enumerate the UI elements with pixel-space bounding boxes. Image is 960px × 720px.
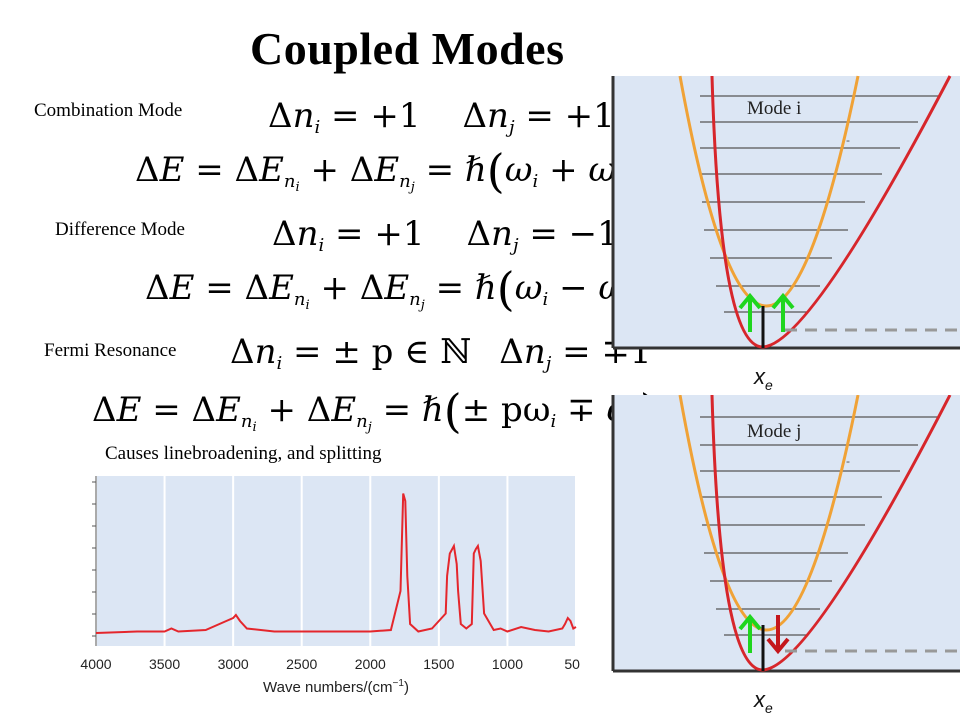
fermi-delta-n-equation: Δni = ± p ∈ ℕ Δnj = ∓1 (230, 332, 652, 374)
spectrum-x-tick-label-3500: 3500 (149, 656, 180, 672)
spectrum-x-tick-label-4000: 4000 (80, 656, 111, 672)
spectrum-x-axis-label: Wave numbers/(cm−1) (263, 678, 409, 696)
spectrum-plot-background (96, 476, 576, 646)
mode-j-down-arrow (766, 615, 790, 655)
ir-spectrum-chart: 4000 3500 3000 2500 2000 1500 1000 500 Wave num… (80, 476, 580, 696)
combination-energy-equation: ΔE = ΔEni + ΔEnj = ℏ(ωi + ωj) (135, 144, 640, 198)
mode-i-potential-panel: Mode i - xe (611, 75, 960, 390)
spectrum-series-line (95, 493, 577, 634)
page-title: Coupled Modes (250, 23, 565, 74)
fermi-resonance-label: Fermi Resonance (44, 340, 177, 361)
mode-i-energy-levels (700, 95, 940, 313)
difference-energy-equation: ΔE = ΔEni + ΔEnj = ℏ(ωi − ωj) (145, 262, 650, 316)
mode-i-tick-mark: - (846, 133, 850, 147)
spectrum-caption: Causes linebroadening, and splitting (105, 443, 382, 464)
mode-j-background (613, 395, 960, 671)
mode-i-orange-curve (678, 75, 860, 308)
difference-delta-n-equation: Δni = +1 Δnj = −1 (272, 214, 619, 256)
spectrum-x-tick-label-2500: 2500 (286, 656, 317, 672)
mode-i-xe-label: xe (753, 364, 773, 390)
mode-j-tick-mark: - (846, 454, 850, 468)
spectrum-x-tick-label-1500: 1500 (423, 656, 454, 672)
mode-j-up-arrow (738, 613, 762, 653)
spectrum-x-tick-label-3000: 3000 (218, 656, 249, 672)
difference-mode-label: Difference Mode (55, 219, 185, 240)
mode-j-label: Mode j (747, 421, 801, 442)
spectrum-x-tick-label-2000: 2000 (355, 656, 386, 672)
spectrum-y-ticks (92, 481, 96, 637)
mode-j-potential-panel: Mode j - xe (611, 395, 960, 715)
spectrum-x-tick-labels: 4000 3500 3000 2500 2000 1500 1000 500 (80, 656, 580, 672)
mode-j-xe-label: xe (753, 687, 773, 715)
combination-mode-label: Combination Mode (34, 100, 183, 121)
mode-j-energy-levels (700, 416, 940, 636)
mode-i-label: Mode i (747, 98, 801, 119)
spectrum-x-tick-label-1000: 1000 (492, 656, 523, 672)
combination-delta-n-equation: Δni = +1 Δnj = +1 (268, 96, 615, 138)
mode-i-up-arrow-right (771, 292, 795, 332)
mode-j-orange-curve (678, 395, 860, 632)
spectrum-x-tick-label-500: 500 (564, 656, 580, 672)
mode-i-up-arrow-left (738, 292, 762, 332)
